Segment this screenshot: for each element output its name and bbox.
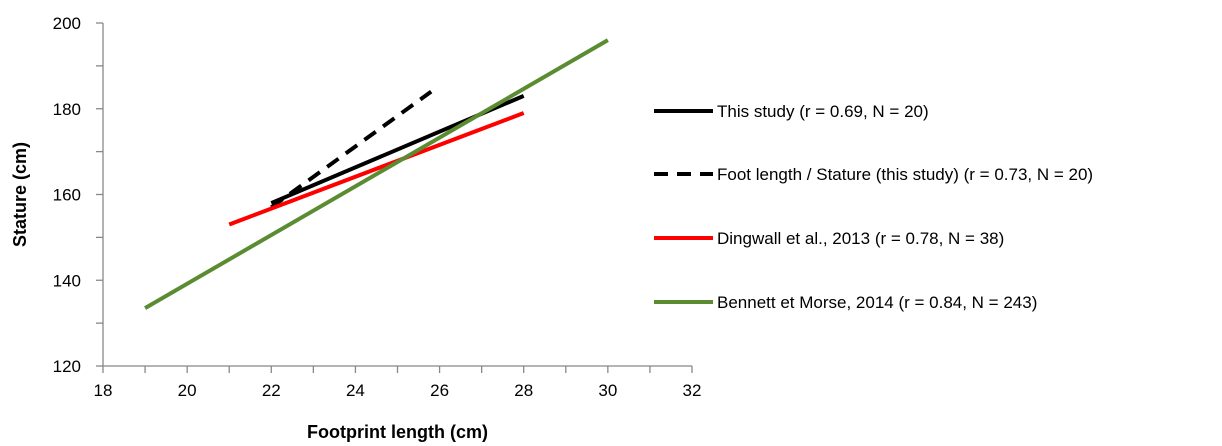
x-tick-label: 30: [598, 381, 617, 400]
plot-lines: [144, 38, 609, 310]
legend-label: Dingwall et al., 2013 (r = 0.78, N = 38): [717, 229, 1004, 248]
y-tick-label: 200: [53, 14, 81, 33]
x-tick-label: 18: [94, 381, 113, 400]
legend-label: Foot length / Stature (this study) (r = …: [717, 165, 1093, 184]
y-tick-label: 180: [53, 100, 81, 119]
x-tick-label: 22: [262, 381, 281, 400]
y-axis-title: Stature (cm): [10, 142, 30, 247]
x-axis-title: Footprint length (cm): [307, 422, 488, 442]
series-line-3: [228, 111, 525, 227]
legend: This study (r = 0.69, N = 20) Foot length…: [654, 102, 1093, 312]
y-tick-label: 120: [53, 357, 81, 376]
x-tick-label: 28: [514, 381, 533, 400]
x-tick-label: 24: [346, 381, 365, 400]
legend-label: Bennett et Morse, 2014 (r = 0.84, N = 24…: [717, 293, 1037, 312]
y-ticks: 120 140 160 180 200: [53, 14, 103, 376]
x-tick-label: 26: [430, 381, 449, 400]
legend-label: This study (r = 0.69, N = 20): [717, 102, 929, 121]
y-tick-label: 160: [53, 186, 81, 205]
y-tick-label: 140: [53, 271, 81, 290]
x-tick-label: 32: [683, 381, 702, 400]
x-ticks: 18 20 22 24 26 28 30 32: [94, 366, 702, 400]
x-tick-label: 20: [178, 381, 197, 400]
series-line-4: [144, 38, 609, 310]
series-line-2: [270, 89, 433, 209]
